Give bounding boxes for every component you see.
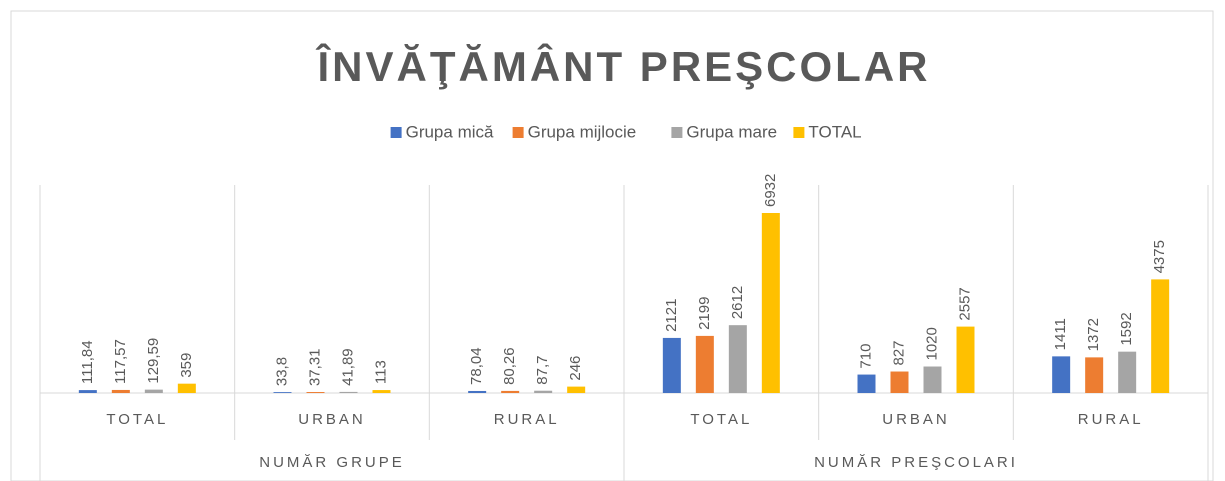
data-label: 1372 [1085,318,1102,351]
bar [761,213,780,393]
bar [728,325,747,393]
data-label: 1411 [1052,318,1069,350]
data-label: 1020 [923,327,940,360]
bar [857,374,876,393]
data-label: 41,89 [339,348,356,386]
bar [339,391,358,393]
data-label: 2121 [663,299,680,332]
legend-label: Grupa mare [686,122,777,141]
legend-label: TOTAL [808,122,861,141]
data-label: 80,26 [501,347,518,385]
legend-label: Grupa mică [406,122,494,141]
bar [1151,279,1170,393]
data-label: 2199 [696,297,713,330]
data-label: 2557 [956,287,973,320]
bar [1118,351,1137,393]
bar [372,390,391,393]
bar [956,326,975,393]
bar [567,386,586,393]
x-tick-label: URBAN [882,411,950,428]
bar [177,383,196,393]
legend-label: Grupa mijlocie [528,122,637,141]
bar [273,392,292,393]
legend-swatch [512,127,524,138]
bar [923,366,942,393]
data-label: 246 [567,356,584,381]
x-tick-label: URBAN [298,411,366,428]
data-label: 1592 [1118,312,1135,345]
bar [534,390,553,393]
data-label: 2612 [729,286,746,319]
data-label: 87,7 [534,356,551,385]
legend-swatch [793,127,805,138]
legend-swatch [390,127,402,138]
data-label: 4375 [1151,240,1168,273]
x-tick-label: RURAL [494,411,560,428]
bar [78,390,97,393]
bar [111,389,130,393]
bar [468,390,487,393]
bar [890,371,909,393]
bar [144,389,163,393]
data-label: 37,31 [306,348,323,386]
x-tick-label: TOTAL [690,411,752,428]
x-tick-label: RURAL [1078,411,1144,428]
bar [662,337,681,393]
legend-swatch [671,127,683,138]
data-label: 359 [178,353,195,378]
group-label: NUMĂR PREŞCOLARI [814,454,1018,471]
data-label: 710 [857,344,874,369]
data-label: 6932 [762,174,779,207]
chart-title: ÎNVĂŢĂMÂNT PREŞCOLAR [316,42,931,90]
bar [501,390,520,393]
data-label: 78,04 [468,347,485,385]
x-tick-label: TOTAL [106,411,168,428]
bar [1085,357,1104,393]
group-label: NUMĂR GRUPE [259,454,405,471]
bar [1052,356,1071,393]
bar [306,392,325,393]
data-label: 129,59 [145,338,162,384]
data-label: 117,57 [112,339,129,384]
chart-frame [10,10,1214,481]
data-label: 33,8 [273,357,290,386]
bar [695,335,714,393]
data-label: 827 [890,340,907,365]
data-label: 111,84 [79,340,96,384]
data-label: 113 [372,360,389,384]
